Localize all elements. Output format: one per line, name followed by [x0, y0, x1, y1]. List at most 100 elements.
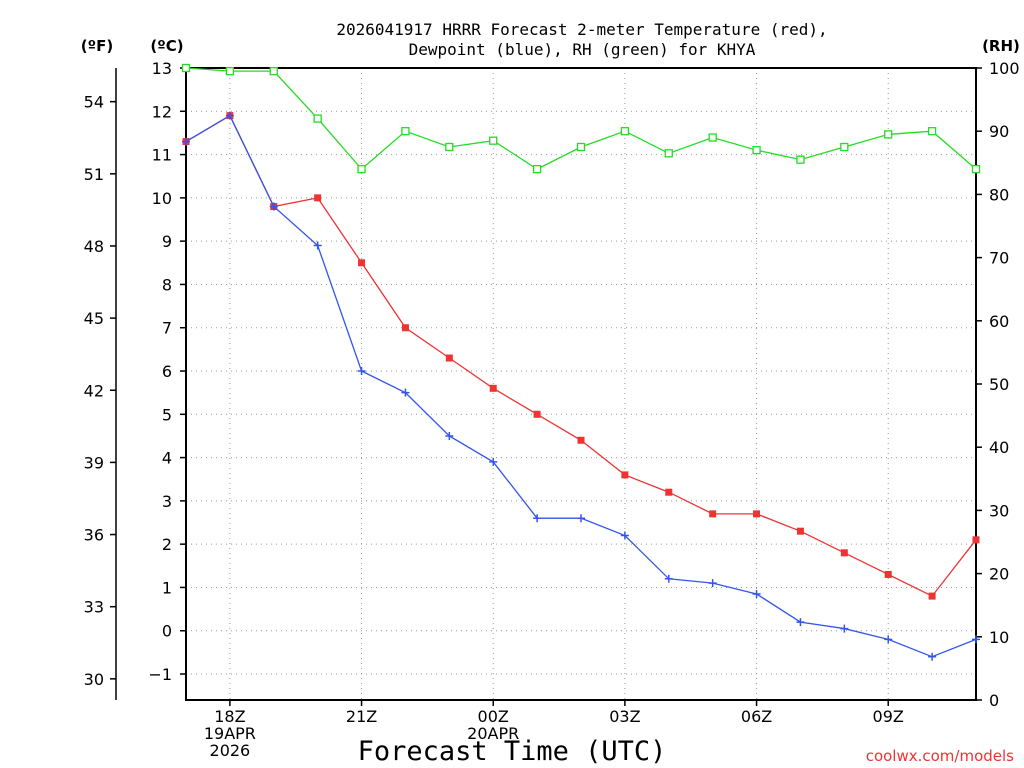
rh-tick-label: 40: [989, 438, 1009, 457]
rh-point: [489, 136, 498, 145]
rh-point: [927, 127, 937, 136]
celsius-tick-label: 13: [152, 59, 172, 78]
rh-point: [225, 67, 235, 76]
dewpoint-point: [752, 589, 761, 598]
dewpoint-point: [269, 202, 278, 211]
celsius-tick-label: 3: [162, 492, 172, 511]
dewpoint-point: [357, 367, 366, 376]
celsius-tick-label: 2: [162, 535, 172, 554]
rh-tick-label: 80: [989, 185, 1009, 204]
temperature-point: [972, 536, 980, 544]
celsius-tick-label: 11: [152, 146, 172, 165]
celsius-tick-label: 6: [162, 362, 172, 381]
rh-point: [313, 114, 322, 123]
source-credit: coolwx.com/models: [866, 747, 1014, 765]
rh-point: [708, 133, 717, 142]
dewpoint-point: [664, 574, 673, 583]
rh-point: [971, 164, 981, 174]
x-axis-title: Forecast Time (UTC): [358, 736, 667, 767]
x-tick-label: 06Z: [741, 707, 772, 726]
temperature-point: [489, 384, 497, 392]
temperature-point: [358, 259, 366, 267]
temperature-point: [709, 510, 717, 518]
dewpoint-point: [577, 514, 585, 523]
axes: −101234567891011121330333639424548515401…: [84, 59, 1020, 760]
celsius-tick-label: 8: [162, 275, 172, 294]
x-tick-label: 18Z: [214, 707, 245, 726]
celsius-tick-label: 4: [162, 449, 172, 468]
fahrenheit-axis-unit: (ºF): [81, 37, 113, 55]
rh-point: [796, 155, 805, 164]
rh-axis-unit: (RH): [982, 37, 1020, 55]
rh-point: [620, 127, 630, 136]
dewpoint-point: [313, 241, 322, 250]
rh-tick-label: 10: [989, 628, 1009, 647]
dewpoint-point: [708, 579, 717, 588]
dewpoint-point: [489, 457, 498, 466]
rh-tick-label: 90: [989, 122, 1009, 141]
rh-tick-label: 20: [989, 565, 1009, 584]
rh-point: [532, 164, 542, 174]
fahrenheit-tick-label: 30: [84, 670, 104, 689]
x-tick-label: 19APR: [204, 724, 256, 743]
temperature-point: [445, 354, 453, 362]
fahrenheit-tick-label: 33: [84, 598, 104, 617]
x-tick-label: 2026: [210, 741, 251, 760]
temperature-point: [665, 488, 673, 496]
rh-point: [269, 67, 278, 76]
fahrenheit-tick-label: 48: [84, 237, 104, 256]
temperature-point: [577, 436, 585, 444]
grid-lines: [186, 67, 976, 700]
series-rh: [181, 63, 981, 174]
dewpoint-point: [840, 624, 849, 633]
x-tick-label: 00Z: [478, 707, 509, 726]
fahrenheit-tick-label: 36: [84, 526, 104, 545]
rh-point: [576, 142, 586, 152]
rh-point: [664, 149, 673, 158]
rh-point: [752, 146, 761, 155]
rh-tick-label: 70: [989, 249, 1009, 268]
rh-point: [181, 63, 191, 73]
dewpoint-point: [533, 514, 542, 523]
chart-title-line2: Dewpoint (blue), RH (green) for KHYA: [409, 40, 756, 59]
temperature-point: [796, 527, 804, 535]
dewpoint-point: [928, 652, 937, 661]
temperature-point: [884, 570, 892, 578]
rh-point: [357, 164, 366, 174]
celsius-tick-label: −1: [148, 665, 172, 684]
temperature-point: [840, 549, 848, 557]
series-layer: [181, 63, 981, 661]
series-dewpoint: [182, 111, 980, 661]
celsius-tick-label: 9: [162, 232, 172, 251]
temperature-point: [401, 324, 409, 332]
fahrenheit-tick-label: 54: [84, 93, 104, 112]
celsius-tick-label: 10: [152, 189, 172, 208]
rh-tick-label: 50: [989, 375, 1009, 394]
dewpoint-point: [972, 635, 980, 644]
dewpoint-point: [225, 111, 234, 120]
rh-point: [445, 142, 454, 152]
dewpoint-point: [884, 635, 893, 644]
rh-point: [401, 127, 410, 136]
celsius-axis-unit: (ºC): [150, 37, 183, 55]
dewpoint-point: [182, 137, 190, 146]
celsius-tick-label: 12: [152, 102, 172, 121]
dewpoint-point: [401, 388, 410, 397]
rh-point: [840, 142, 849, 152]
celsius-tick-label: 0: [162, 622, 172, 641]
temperature-point: [533, 410, 541, 418]
rh-tick-label: 0: [989, 691, 999, 710]
rh-point: [884, 130, 893, 139]
x-tick-label: 03Z: [609, 707, 640, 726]
dewpoint-point: [445, 431, 454, 440]
dewpoint-point: [620, 531, 629, 540]
chart-title-line1: 2026041917 HRRR Forecast 2-meter Tempera…: [336, 20, 827, 39]
fahrenheit-tick-label: 39: [84, 453, 104, 472]
rh-tick-label: 30: [989, 501, 1009, 520]
temperature-point: [753, 510, 761, 518]
celsius-tick-label: 5: [162, 405, 172, 424]
fahrenheit-tick-label: 45: [84, 309, 104, 328]
fahrenheit-tick-label: 51: [84, 165, 104, 184]
x-tick-label: 09Z: [873, 707, 904, 726]
